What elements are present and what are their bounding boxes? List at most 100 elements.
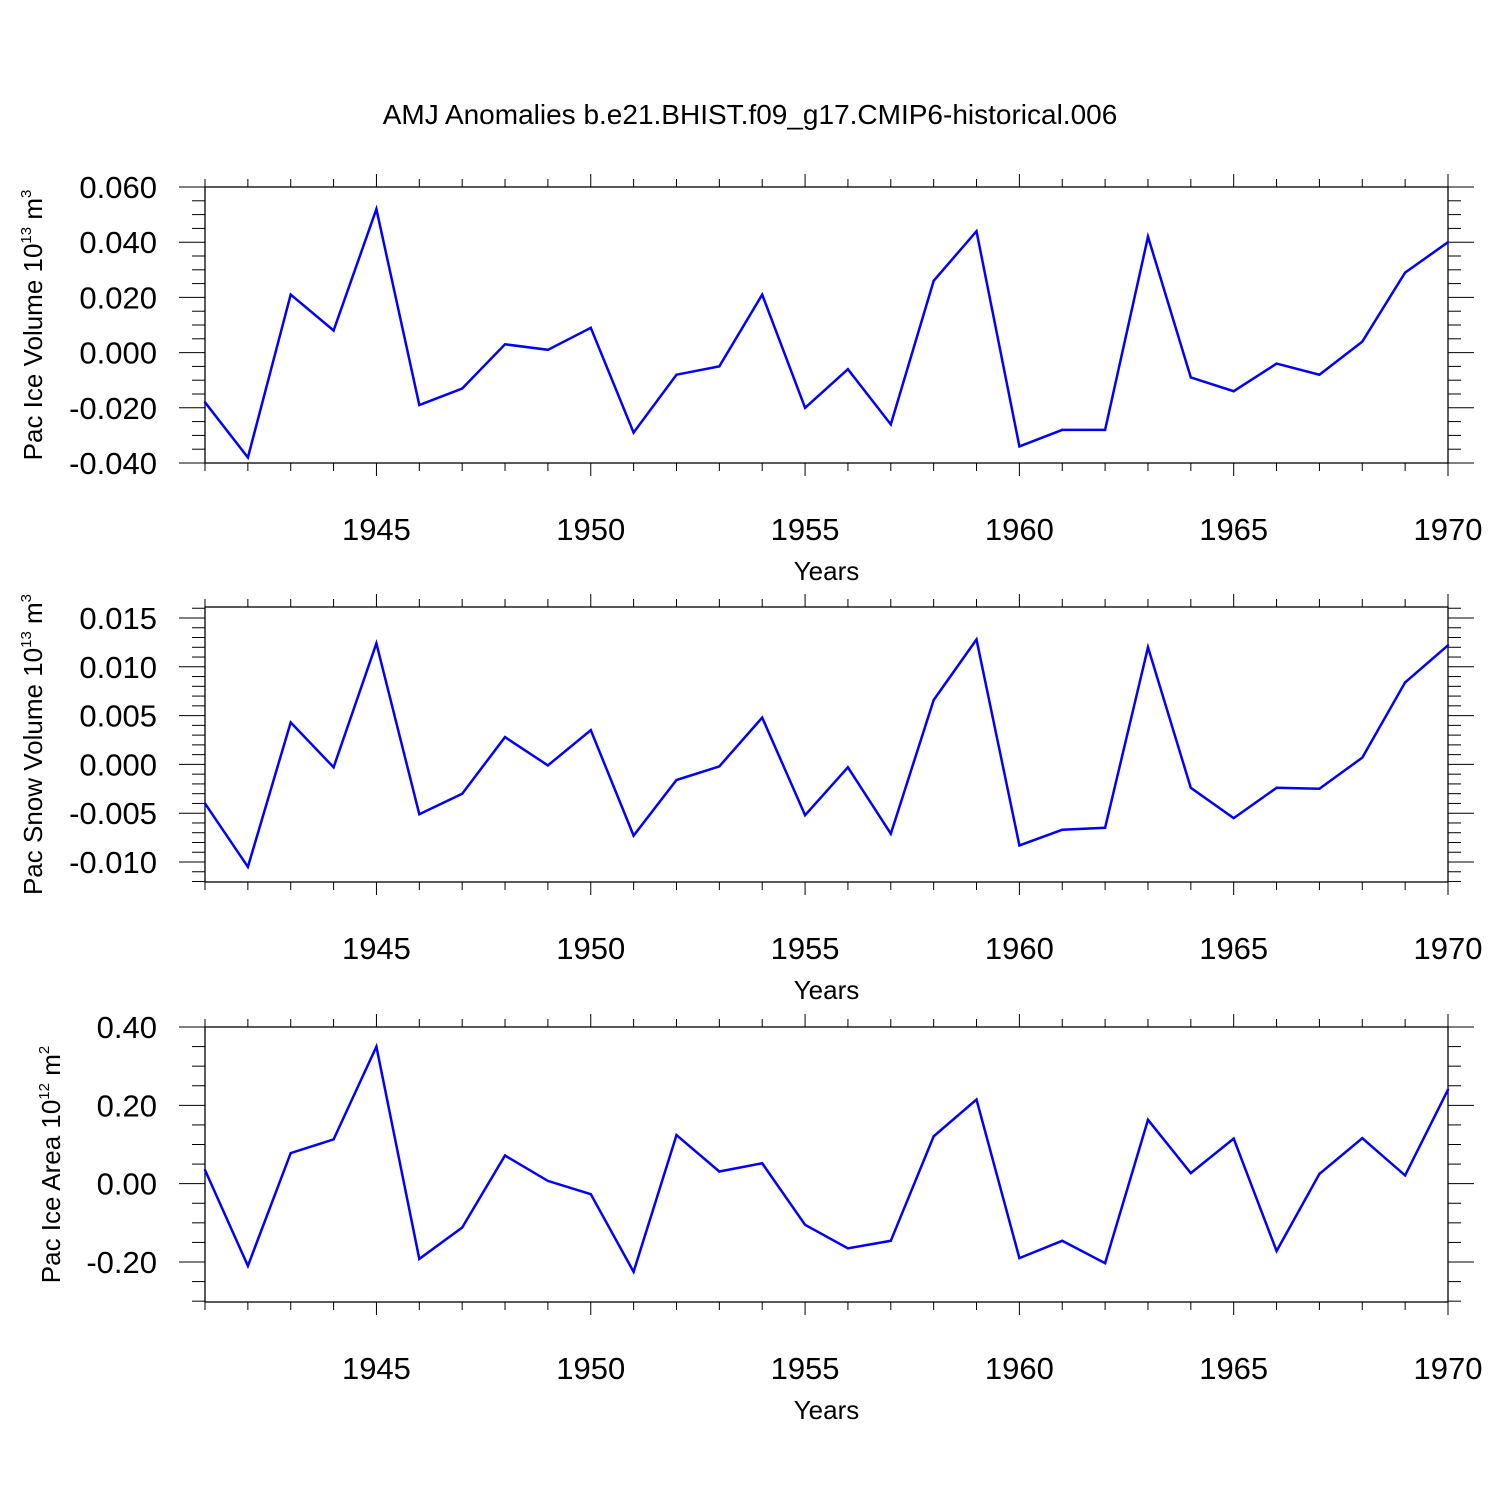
data-point <box>1446 241 1450 244</box>
x-tick-label: 1960 <box>985 931 1054 966</box>
data-point <box>460 387 464 390</box>
data-point <box>889 423 892 426</box>
data-point <box>803 1223 807 1226</box>
data-point <box>1189 1171 1193 1175</box>
data-point <box>460 1226 464 1229</box>
data-point <box>1403 681 1407 684</box>
data-point <box>803 406 807 409</box>
data-point <box>546 348 550 352</box>
y-tick-label: 0.005 <box>79 699 157 734</box>
data-point <box>1318 1172 1321 1176</box>
data-point <box>718 1170 721 1173</box>
x-tick-label: 1950 <box>556 1351 625 1386</box>
data-point <box>375 642 378 645</box>
data-point <box>1061 428 1064 432</box>
x-tick-label: 1950 <box>556 512 625 547</box>
y-tick-label: 0.20 <box>97 1088 157 1123</box>
x-tick-label: 1945 <box>342 512 411 547</box>
x-tick-label: 1970 <box>1414 1351 1483 1386</box>
data-point <box>889 1239 892 1243</box>
data-point <box>460 792 464 795</box>
data-point <box>418 1257 421 1261</box>
x-tick-label: 1965 <box>1199 1351 1268 1386</box>
data-point <box>589 1193 592 1196</box>
data-point <box>803 813 807 817</box>
x-axis-label: Years <box>794 975 860 1005</box>
data-point <box>1103 826 1107 830</box>
plot-frame <box>204 1026 1449 1303</box>
data-point <box>418 403 421 407</box>
data-point <box>1403 271 1407 274</box>
data-point <box>332 329 335 332</box>
data-point <box>1061 828 1064 831</box>
data-point <box>546 764 550 767</box>
data-point <box>1146 235 1150 238</box>
data-point <box>761 716 764 719</box>
data-point <box>632 431 635 434</box>
data-point <box>1189 786 1193 790</box>
data-point <box>718 765 721 768</box>
x-tick-label: 1965 <box>1199 931 1268 966</box>
data-point <box>418 812 421 816</box>
data-point <box>1318 373 1321 376</box>
data-point <box>1275 1249 1278 1253</box>
panel-2: 0.015 0.010 0.005 0.000 -0.005 -0.010 1945 1950… <box>18 594 1482 1005</box>
y-tick-label: 0.040 <box>79 225 157 260</box>
data-point <box>589 729 592 732</box>
data-point <box>1275 786 1278 790</box>
x-tick-label: 1950 <box>556 931 625 966</box>
data-point <box>1232 816 1235 820</box>
data-point <box>203 802 207 805</box>
data-point <box>1103 428 1107 432</box>
y-axis-label: Pac Ice Volume 1013 m3 <box>18 190 48 461</box>
y-tick-label: 0.060 <box>79 170 157 205</box>
x-tick-label: 1960 <box>985 1351 1054 1386</box>
y-tick-label: -0.020 <box>69 391 157 426</box>
data-point <box>1275 362 1278 365</box>
y-tick-label: 0.020 <box>79 280 157 315</box>
data-point <box>246 865 250 869</box>
data-point <box>632 1270 635 1273</box>
data-point <box>675 1133 678 1137</box>
series-line <box>203 1042 1450 1275</box>
y-tick-label: 0.000 <box>79 336 157 371</box>
chart-title: AMJ Anomalies b.e21.BHIST.f09_g17.CMIP6-… <box>383 99 1118 130</box>
data-point <box>503 735 507 739</box>
data-point <box>932 279 935 283</box>
data-point <box>1061 1239 1064 1243</box>
y-tick-label: 0.010 <box>79 650 157 685</box>
data-point <box>846 367 850 371</box>
data-point <box>1146 646 1150 649</box>
y-tick-label: -0.20 <box>86 1245 157 1280</box>
data-point <box>846 1247 850 1250</box>
y-tick-label: 0.000 <box>79 747 157 782</box>
data-point <box>289 1151 292 1155</box>
data-point <box>503 1154 507 1157</box>
data-point <box>675 778 678 782</box>
data-point <box>289 293 292 296</box>
data-point <box>675 373 678 376</box>
data-point <box>375 207 378 211</box>
panel-3: 0.40 0.20 0.00 -0.20 1945 1950 1955 1960 1965 197… <box>36 1010 1482 1425</box>
data-point <box>632 834 635 837</box>
data-point <box>761 293 764 296</box>
data-point <box>846 766 850 769</box>
data-point <box>1361 340 1364 343</box>
data-point <box>1446 644 1450 647</box>
data-point <box>289 721 292 724</box>
data-point <box>761 1162 764 1165</box>
data-point <box>1318 787 1321 790</box>
x-tick-label: 1945 <box>342 931 411 966</box>
data-point <box>975 1098 978 1101</box>
data-point <box>1361 1137 1364 1140</box>
data-point <box>1446 1088 1450 1091</box>
data-point <box>1018 1256 1021 1260</box>
x-tick-label: 1945 <box>342 1351 411 1386</box>
data-point <box>975 638 978 641</box>
y-tick-label: 0.015 <box>79 601 157 636</box>
y-axis-label: Pac Snow Volume 1013 m3 <box>18 594 48 895</box>
y-tick-label: 0.40 <box>97 1010 157 1045</box>
y-axis-label: Pac Ice Area 1012 m2 <box>36 1046 66 1283</box>
data-point <box>1403 1174 1407 1177</box>
data-point <box>932 1135 935 1138</box>
